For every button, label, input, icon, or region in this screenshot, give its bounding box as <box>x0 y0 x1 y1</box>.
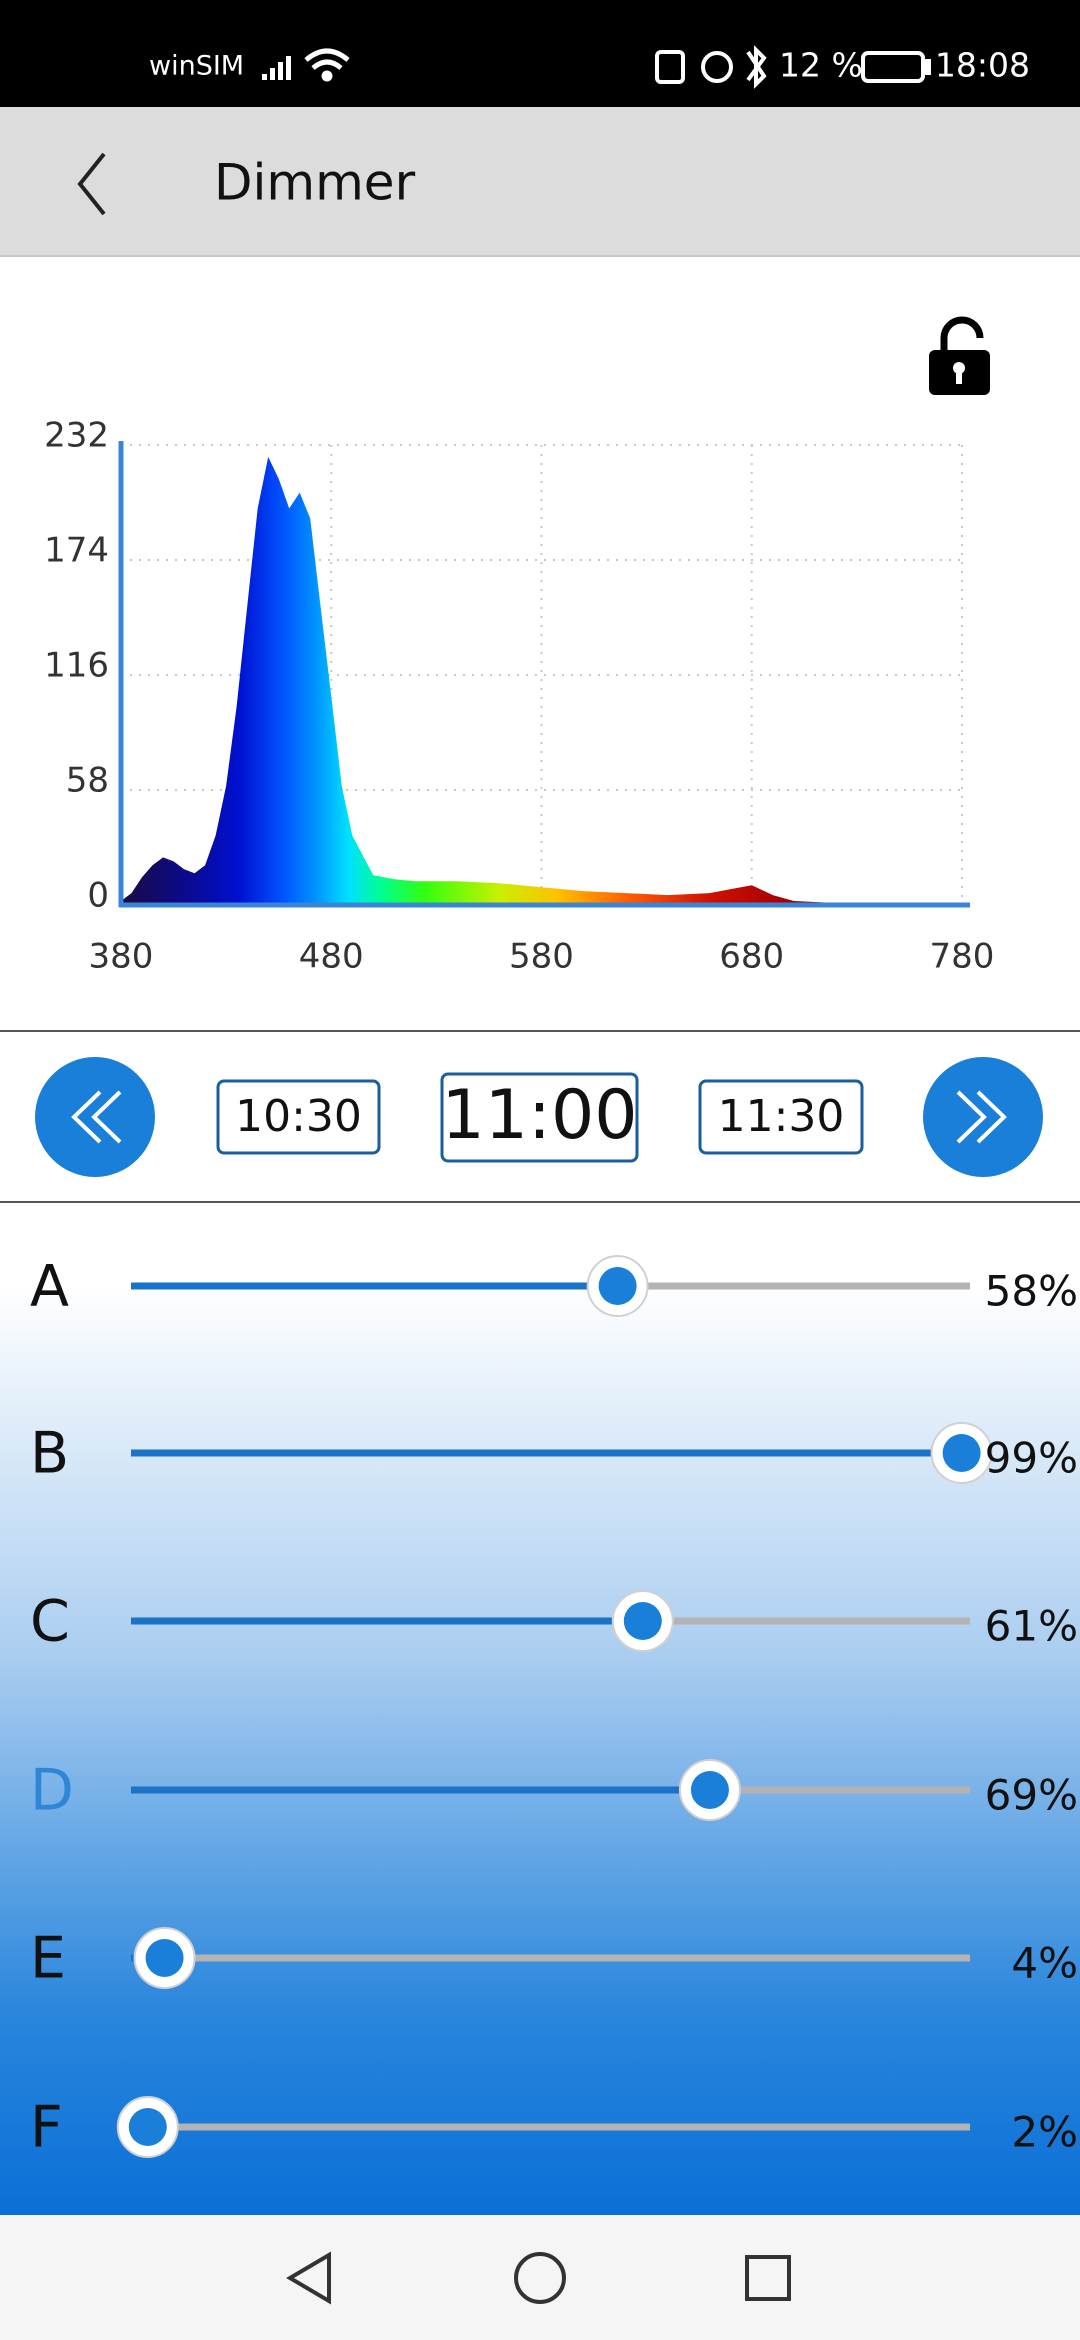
x-tick-label: 780 <box>930 937 995 977</box>
channel-label[interactable]: E <box>30 1926 66 1992</box>
channel-value: 2% <box>1011 2108 1078 2157</box>
channel-value: 4% <box>1011 1939 1078 1988</box>
channel-label[interactable]: B <box>30 1421 69 1487</box>
time-option[interactable]: 11:30 <box>718 1091 845 1142</box>
channel-label[interactable]: D <box>30 1758 74 1824</box>
slider-thumb-core <box>128 2108 167 2146</box>
spectrum-area <box>121 456 962 905</box>
nav-recents[interactable] <box>745 2255 791 2301</box>
channel-value: 69% <box>985 1771 1078 1820</box>
time-list: 10:30 11:00 11:30 <box>216 1072 864 1163</box>
signal-icon <box>262 56 291 80</box>
y-tick-label: 116 <box>44 646 109 686</box>
carrier: winSIM <box>149 51 244 82</box>
channel-value: 58% <box>985 1267 1078 1316</box>
navigation-bar <box>0 2215 1080 2340</box>
clock: 18:08 <box>935 46 1030 85</box>
slider-thumb-core <box>623 1602 662 1640</box>
slider-thumb-core <box>598 1267 637 1305</box>
channel-label[interactable]: C <box>30 1589 70 1655</box>
slider-list: A 58% B 99% C 61% D 69% E 4% F 2% <box>30 1254 1078 2161</box>
y-tick-label: 232 <box>44 416 109 456</box>
y-tick-label: 174 <box>44 531 109 571</box>
time-box[interactable] <box>440 1072 639 1163</box>
battery-level: 12 % <box>779 46 863 85</box>
channel-label[interactable]: F <box>30 2095 63 2161</box>
x-tick-label: 380 <box>89 937 154 977</box>
nav-home[interactable] <box>514 2252 566 2304</box>
slider-panel <box>0 1203 1080 2215</box>
x-tick-label: 580 <box>509 937 574 977</box>
channel-label[interactable]: A <box>30 1254 69 1320</box>
slider-thumb-core <box>145 1939 184 1977</box>
channel-value: 61% <box>985 1602 1078 1651</box>
time-box[interactable] <box>698 1079 864 1155</box>
x-tick-label: 480 <box>299 937 364 977</box>
lock-button[interactable] <box>929 316 990 395</box>
time-box[interactable] <box>216 1079 381 1155</box>
page-title: Dimmer <box>214 154 416 212</box>
time-option[interactable]: 10:30 <box>235 1091 362 1142</box>
slider-thumb-core <box>690 1771 729 1809</box>
y-tick-label: 0 <box>87 876 109 916</box>
previous-button[interactable] <box>35 1057 155 1177</box>
channel-value: 99% <box>985 1434 1078 1483</box>
current-time[interactable]: 11:00 <box>442 1076 638 1155</box>
slider-thumb-core <box>942 1434 981 1472</box>
system-icons <box>655 45 931 89</box>
next-button[interactable] <box>923 1057 1043 1177</box>
y-tick-label: 58 <box>66 761 109 801</box>
spectrum-chart: 0 58 116 174 232 380 480 580 680 780 <box>44 416 994 977</box>
app-bar <box>0 107 1080 257</box>
back-button[interactable] <box>77 152 106 216</box>
nav-back[interactable] <box>286 2251 331 2305</box>
x-tick-label: 680 <box>719 937 784 977</box>
wifi-icon <box>304 48 350 82</box>
